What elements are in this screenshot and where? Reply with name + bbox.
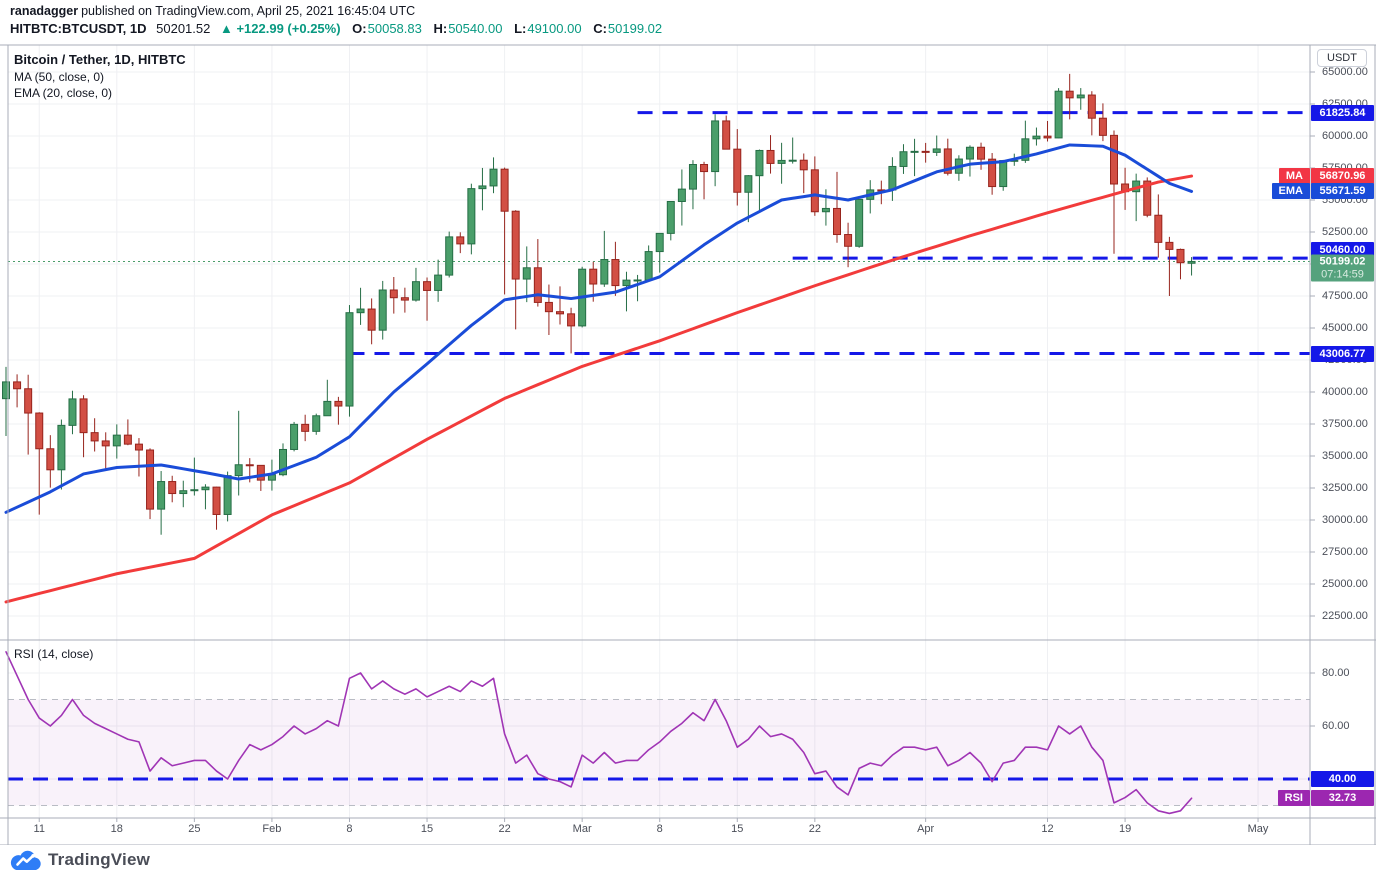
- rsi-level-badge: 40.00: [1311, 771, 1374, 787]
- time-axis-label: 22: [498, 823, 511, 835]
- time-axis-label: 15: [420, 823, 434, 835]
- rsi-axis-label: 80.00: [1322, 667, 1350, 679]
- tradingview-logo[interactable]: TradingView: [10, 849, 150, 871]
- byline-text: published on TradingView.com, April 25, …: [81, 4, 416, 18]
- rsi-tag-badge: RSI: [1277, 790, 1310, 807]
- symbol-name: HITBTC:BTCUSDT, 1D: [10, 21, 147, 36]
- rsi-axis-label: 60.00: [1322, 720, 1350, 732]
- time-axis-label: 19: [1118, 823, 1132, 835]
- price-change: ▲ +122.99 (+0.25%): [219, 21, 341, 36]
- current-price-badge: 50199.02 07:14:59: [1311, 254, 1374, 282]
- time-axis-label: Apr: [917, 823, 935, 835]
- low-value: 49100.00: [527, 21, 582, 36]
- time-axis-label: 18: [110, 823, 123, 835]
- price-axis-label: 25000.00: [1322, 578, 1368, 590]
- tradingview-logo-text: TradingView: [48, 850, 151, 869]
- ema-value-badge: 55671.59: [1311, 183, 1374, 200]
- high-value: 50540.00: [448, 21, 503, 36]
- bar-countdown: 07:14:59: [1321, 268, 1364, 281]
- price-axis-label: 47500.00: [1322, 290, 1368, 302]
- price-level-badge: 61825.84: [1311, 104, 1374, 121]
- time-axis-label: May: [1247, 823, 1269, 835]
- time-axis-label: 15: [731, 823, 744, 835]
- price-level-badge: 43006.77: [1311, 345, 1374, 362]
- time-axis-label: 8: [656, 823, 663, 835]
- open-label: O:: [352, 21, 367, 36]
- symbol-info-bar: HITBTC:BTCUSDT, 1D 50201.52 ▲ +122.99 (+…: [10, 21, 662, 36]
- ema-tag-badge: EMA: [1271, 183, 1310, 200]
- ma-tag-badge: MA: [1278, 168, 1310, 185]
- candles: [2, 73, 1196, 535]
- pane-frame: [0, 44, 1376, 845]
- rsi-value-badge: 32.73: [1311, 790, 1374, 807]
- byline: ranadagger published on TradingView.com, …: [10, 4, 415, 18]
- chart-canvas: [0, 44, 1376, 845]
- price-axis-label: 30000.00: [1322, 514, 1368, 526]
- time-axis-label: 11: [33, 823, 45, 835]
- price-axis-label: 65000.00: [1322, 66, 1368, 78]
- current-price-value: 50199.02: [1319, 255, 1366, 268]
- rsi-pane: [5, 650, 1310, 815]
- last-price: 50201.52: [156, 21, 211, 36]
- ema-legend: EMA (20, close, 0): [14, 86, 113, 100]
- price-axis-label: 40000.00: [1322, 386, 1368, 398]
- high-label: H:: [433, 21, 448, 36]
- price-axis-label: 37500.00: [1322, 418, 1368, 430]
- time-axis-label: 12: [1041, 823, 1054, 835]
- price-axis-label: 45000.00: [1322, 322, 1368, 334]
- ma-value-badge: 56870.96: [1311, 168, 1374, 185]
- author-name: ranadagger: [10, 4, 79, 18]
- price-axis-label: 27500.00: [1322, 546, 1368, 558]
- close-value: 50199.02: [607, 21, 663, 36]
- time-axis-label: 25: [188, 823, 201, 835]
- close-label: C:: [593, 21, 607, 36]
- price-pane: [2, 73, 1310, 604]
- price-axis-label: 60000.00: [1322, 130, 1368, 142]
- price-axis-label: 32500.00: [1322, 482, 1368, 494]
- price-axis-label: 22500.00: [1322, 610, 1368, 622]
- time-axis-label: Feb: [262, 823, 282, 835]
- price-axis-label: 52500.00: [1322, 226, 1368, 238]
- ma-legend: MA (50, close, 0): [14, 70, 105, 84]
- price-axis-label: 35000.00: [1322, 450, 1368, 462]
- low-label: L:: [514, 21, 527, 36]
- tradingview-cloud-icon: [10, 850, 41, 871]
- open-value: 50058.83: [367, 21, 422, 36]
- rsi-legend: RSI (14, close): [14, 647, 94, 661]
- time-axis-label: 8: [346, 823, 353, 835]
- time-axis-label: 22: [808, 823, 821, 835]
- time-axis-label: Mar: [572, 823, 592, 835]
- currency-unit-button[interactable]: USDT: [1317, 49, 1367, 67]
- price-level-badge: 50460.00: [1311, 242, 1374, 259]
- chart-legend-title: Bitcoin / Tether, 1D, HITBTC: [14, 52, 186, 67]
